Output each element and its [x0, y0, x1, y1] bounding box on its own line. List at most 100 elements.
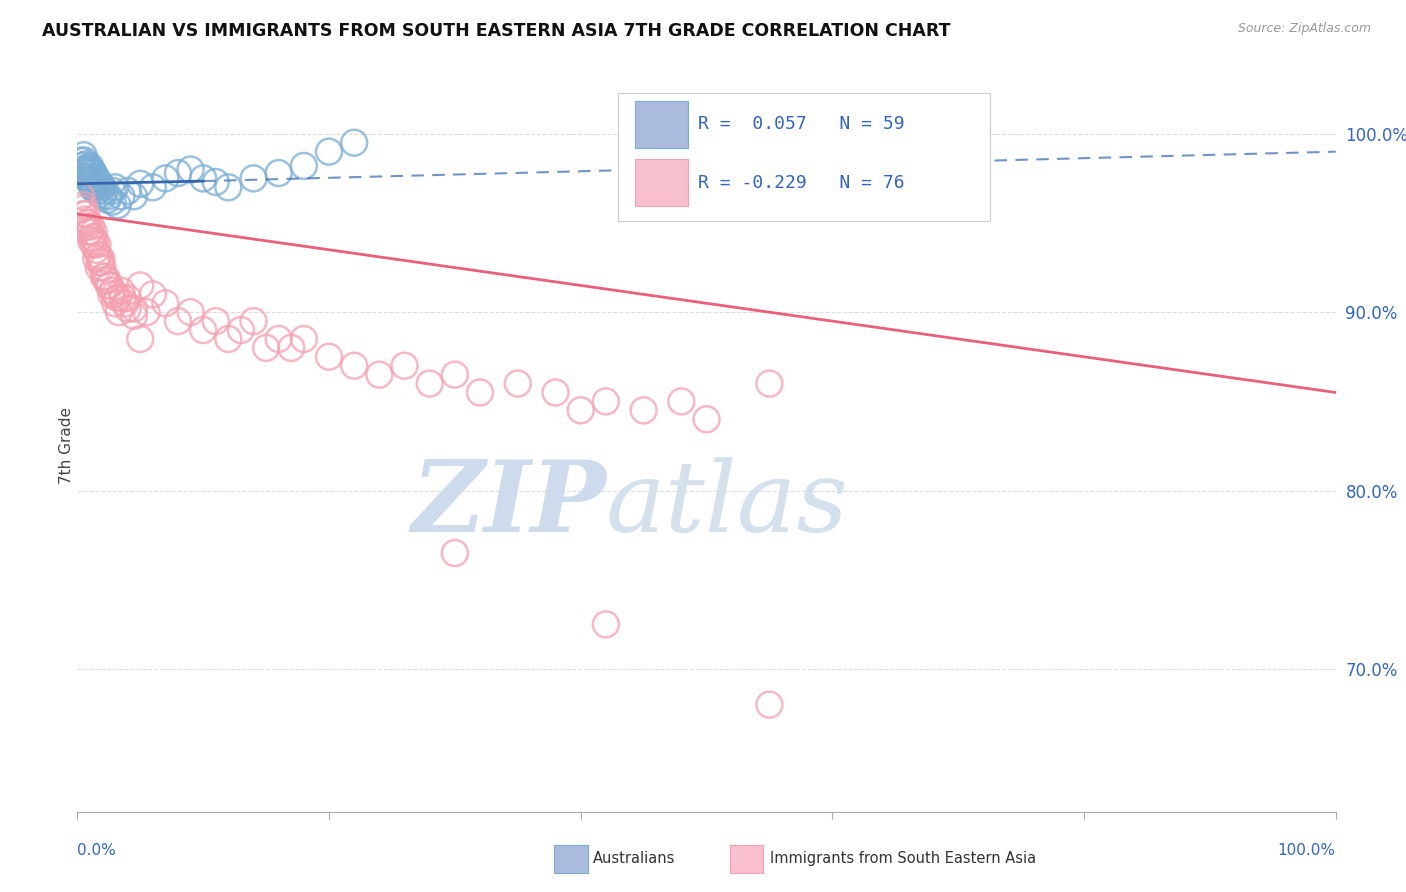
Point: [122, 189, 145, 203]
Text: AUSTRALIAN VS IMMIGRANTS FROM SOUTH EASTERN ASIA 7TH GRADE CORRELATION CHART: AUSTRALIAN VS IMMIGRANTS FROM SOUTH EAST…: [42, 22, 950, 40]
Point: [82, 230, 104, 244]
Point: [129, 332, 152, 346]
Point: [506, 376, 529, 391]
Point: [76, 219, 98, 234]
Point: [114, 296, 136, 310]
Point: [91, 189, 114, 203]
Point: [343, 359, 366, 373]
FancyBboxPatch shape: [634, 101, 688, 147]
Point: [84, 171, 107, 186]
Point: [569, 403, 592, 417]
Y-axis label: 7th Grade: 7th Grade: [59, 408, 73, 484]
Point: [110, 284, 132, 298]
Point: [84, 243, 107, 257]
Text: Source: ZipAtlas.com: Source: ZipAtlas.com: [1237, 22, 1371, 36]
Point: [90, 178, 112, 193]
Point: [117, 184, 139, 198]
Point: [104, 180, 127, 194]
Point: [87, 248, 110, 262]
Point: [91, 180, 114, 194]
Point: [107, 198, 129, 212]
Point: [122, 301, 145, 316]
Point: [217, 180, 239, 194]
Point: [318, 145, 340, 159]
Point: [82, 180, 104, 194]
Point: [72, 207, 94, 221]
Point: [142, 180, 165, 194]
Point: [87, 175, 110, 189]
Point: [83, 166, 105, 180]
Point: [117, 301, 139, 316]
Point: [84, 180, 107, 194]
Point: [77, 173, 100, 187]
Point: [76, 171, 98, 186]
Point: [191, 171, 215, 186]
Point: [82, 164, 104, 178]
Point: [80, 162, 103, 177]
Point: [87, 260, 110, 275]
Point: [242, 171, 264, 186]
Point: [122, 309, 145, 323]
Point: [75, 207, 97, 221]
Point: [75, 157, 97, 171]
Point: [217, 332, 239, 346]
Point: [111, 291, 134, 305]
Point: [76, 169, 98, 184]
Point: [633, 403, 655, 417]
Point: [70, 189, 93, 203]
Point: [90, 252, 112, 266]
Point: [101, 284, 124, 298]
Point: [84, 234, 107, 248]
Point: [89, 187, 111, 202]
Point: [82, 177, 104, 191]
Text: R = -0.229   N = 76: R = -0.229 N = 76: [697, 174, 904, 192]
Point: [77, 216, 100, 230]
Point: [76, 162, 98, 177]
Point: [104, 296, 127, 310]
Point: [84, 169, 107, 184]
Point: [80, 234, 103, 248]
Point: [254, 341, 277, 355]
Point: [96, 193, 118, 207]
Point: [142, 287, 165, 301]
Point: [129, 278, 152, 293]
Point: [93, 269, 115, 284]
Point: [73, 212, 96, 227]
Point: [394, 359, 416, 373]
Text: ZIP: ZIP: [411, 457, 606, 553]
Point: [292, 332, 315, 346]
Point: [75, 216, 97, 230]
Point: [84, 252, 107, 266]
Point: [444, 546, 467, 560]
Text: 100.0%: 100.0%: [1278, 843, 1336, 858]
Point: [75, 166, 97, 180]
Point: [267, 332, 290, 346]
Point: [108, 305, 131, 319]
Point: [79, 159, 101, 173]
Point: [97, 189, 120, 203]
Point: [79, 225, 101, 239]
Point: [167, 314, 190, 328]
Text: Immigrants from South Eastern Asia: Immigrants from South Eastern Asia: [770, 852, 1036, 866]
Point: [90, 255, 112, 269]
Point: [77, 225, 100, 239]
Point: [468, 385, 491, 400]
Point: [419, 376, 441, 391]
Point: [73, 169, 96, 184]
Point: [96, 273, 118, 287]
Point: [204, 175, 226, 189]
Point: [89, 177, 111, 191]
Point: [595, 617, 617, 632]
Point: [180, 162, 202, 177]
Point: [80, 177, 103, 191]
Point: [180, 305, 202, 319]
Point: [83, 237, 105, 252]
Point: [318, 350, 340, 364]
Point: [86, 173, 108, 187]
Point: [696, 412, 718, 426]
Point: [191, 323, 215, 337]
Point: [101, 194, 124, 209]
Point: [167, 166, 190, 180]
Point: [758, 698, 780, 712]
Point: [91, 260, 114, 275]
